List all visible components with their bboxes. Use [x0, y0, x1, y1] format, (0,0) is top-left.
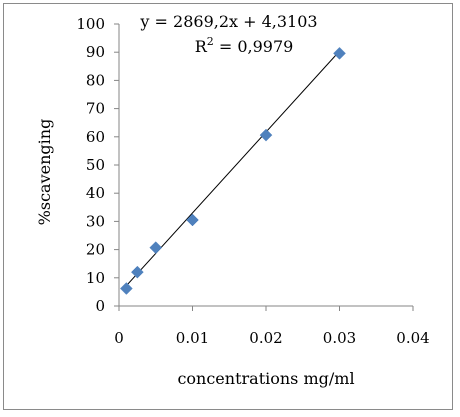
- chart-axes: [118, 24, 413, 307]
- y-tick-label: 80: [86, 71, 105, 89]
- x-tick-label: 0.02: [249, 329, 282, 347]
- chart-frame: [3, 3, 453, 410]
- y-tick-label: 40: [86, 184, 105, 202]
- trendline-equation: y = 2869,2x + 4,3103: [139, 12, 317, 31]
- x-tick-label: 0.01: [176, 329, 209, 347]
- data-point: [131, 265, 144, 279]
- y-tick-label: 70: [86, 100, 105, 118]
- x-tick-label: 0.04: [396, 329, 429, 347]
- data-point: [119, 282, 133, 295]
- data-point: [186, 213, 199, 227]
- data-point: [149, 241, 163, 254]
- data-points: [119, 46, 346, 295]
- r-squared-text: R2 = 0,9979: [195, 35, 294, 56]
- x-tick-label: 0.03: [323, 329, 356, 347]
- y-tick-label: 90: [86, 43, 105, 61]
- x-tick-label: 0: [114, 329, 124, 347]
- chart-ticks: 0 10 20 30 40 50 60 70 80 90 100 0 0.01 0.02 0.03 0.04: [76, 15, 429, 347]
- data-point: [259, 128, 273, 142]
- data-point: [333, 46, 346, 60]
- y-tick-label: 20: [86, 241, 105, 259]
- y-tick-label: 0: [95, 297, 105, 315]
- linear-trendline: [122, 50, 340, 291]
- y-tick-label: 10: [86, 269, 105, 287]
- y-tick-label: 30: [86, 212, 105, 230]
- r-squared-value: = 0,9979: [214, 37, 294, 56]
- y-tick-label: 50: [86, 156, 105, 174]
- y-axis-label: %scavenging: [35, 119, 54, 226]
- r-squared-superscript: 2: [207, 35, 214, 48]
- y-tick-label: 60: [86, 128, 105, 146]
- y-tick-label: 100: [76, 15, 105, 33]
- x-axis-label: concentrations mg/ml: [177, 369, 354, 388]
- trendline-group: [122, 50, 340, 291]
- r-squared-label: R: [195, 37, 208, 56]
